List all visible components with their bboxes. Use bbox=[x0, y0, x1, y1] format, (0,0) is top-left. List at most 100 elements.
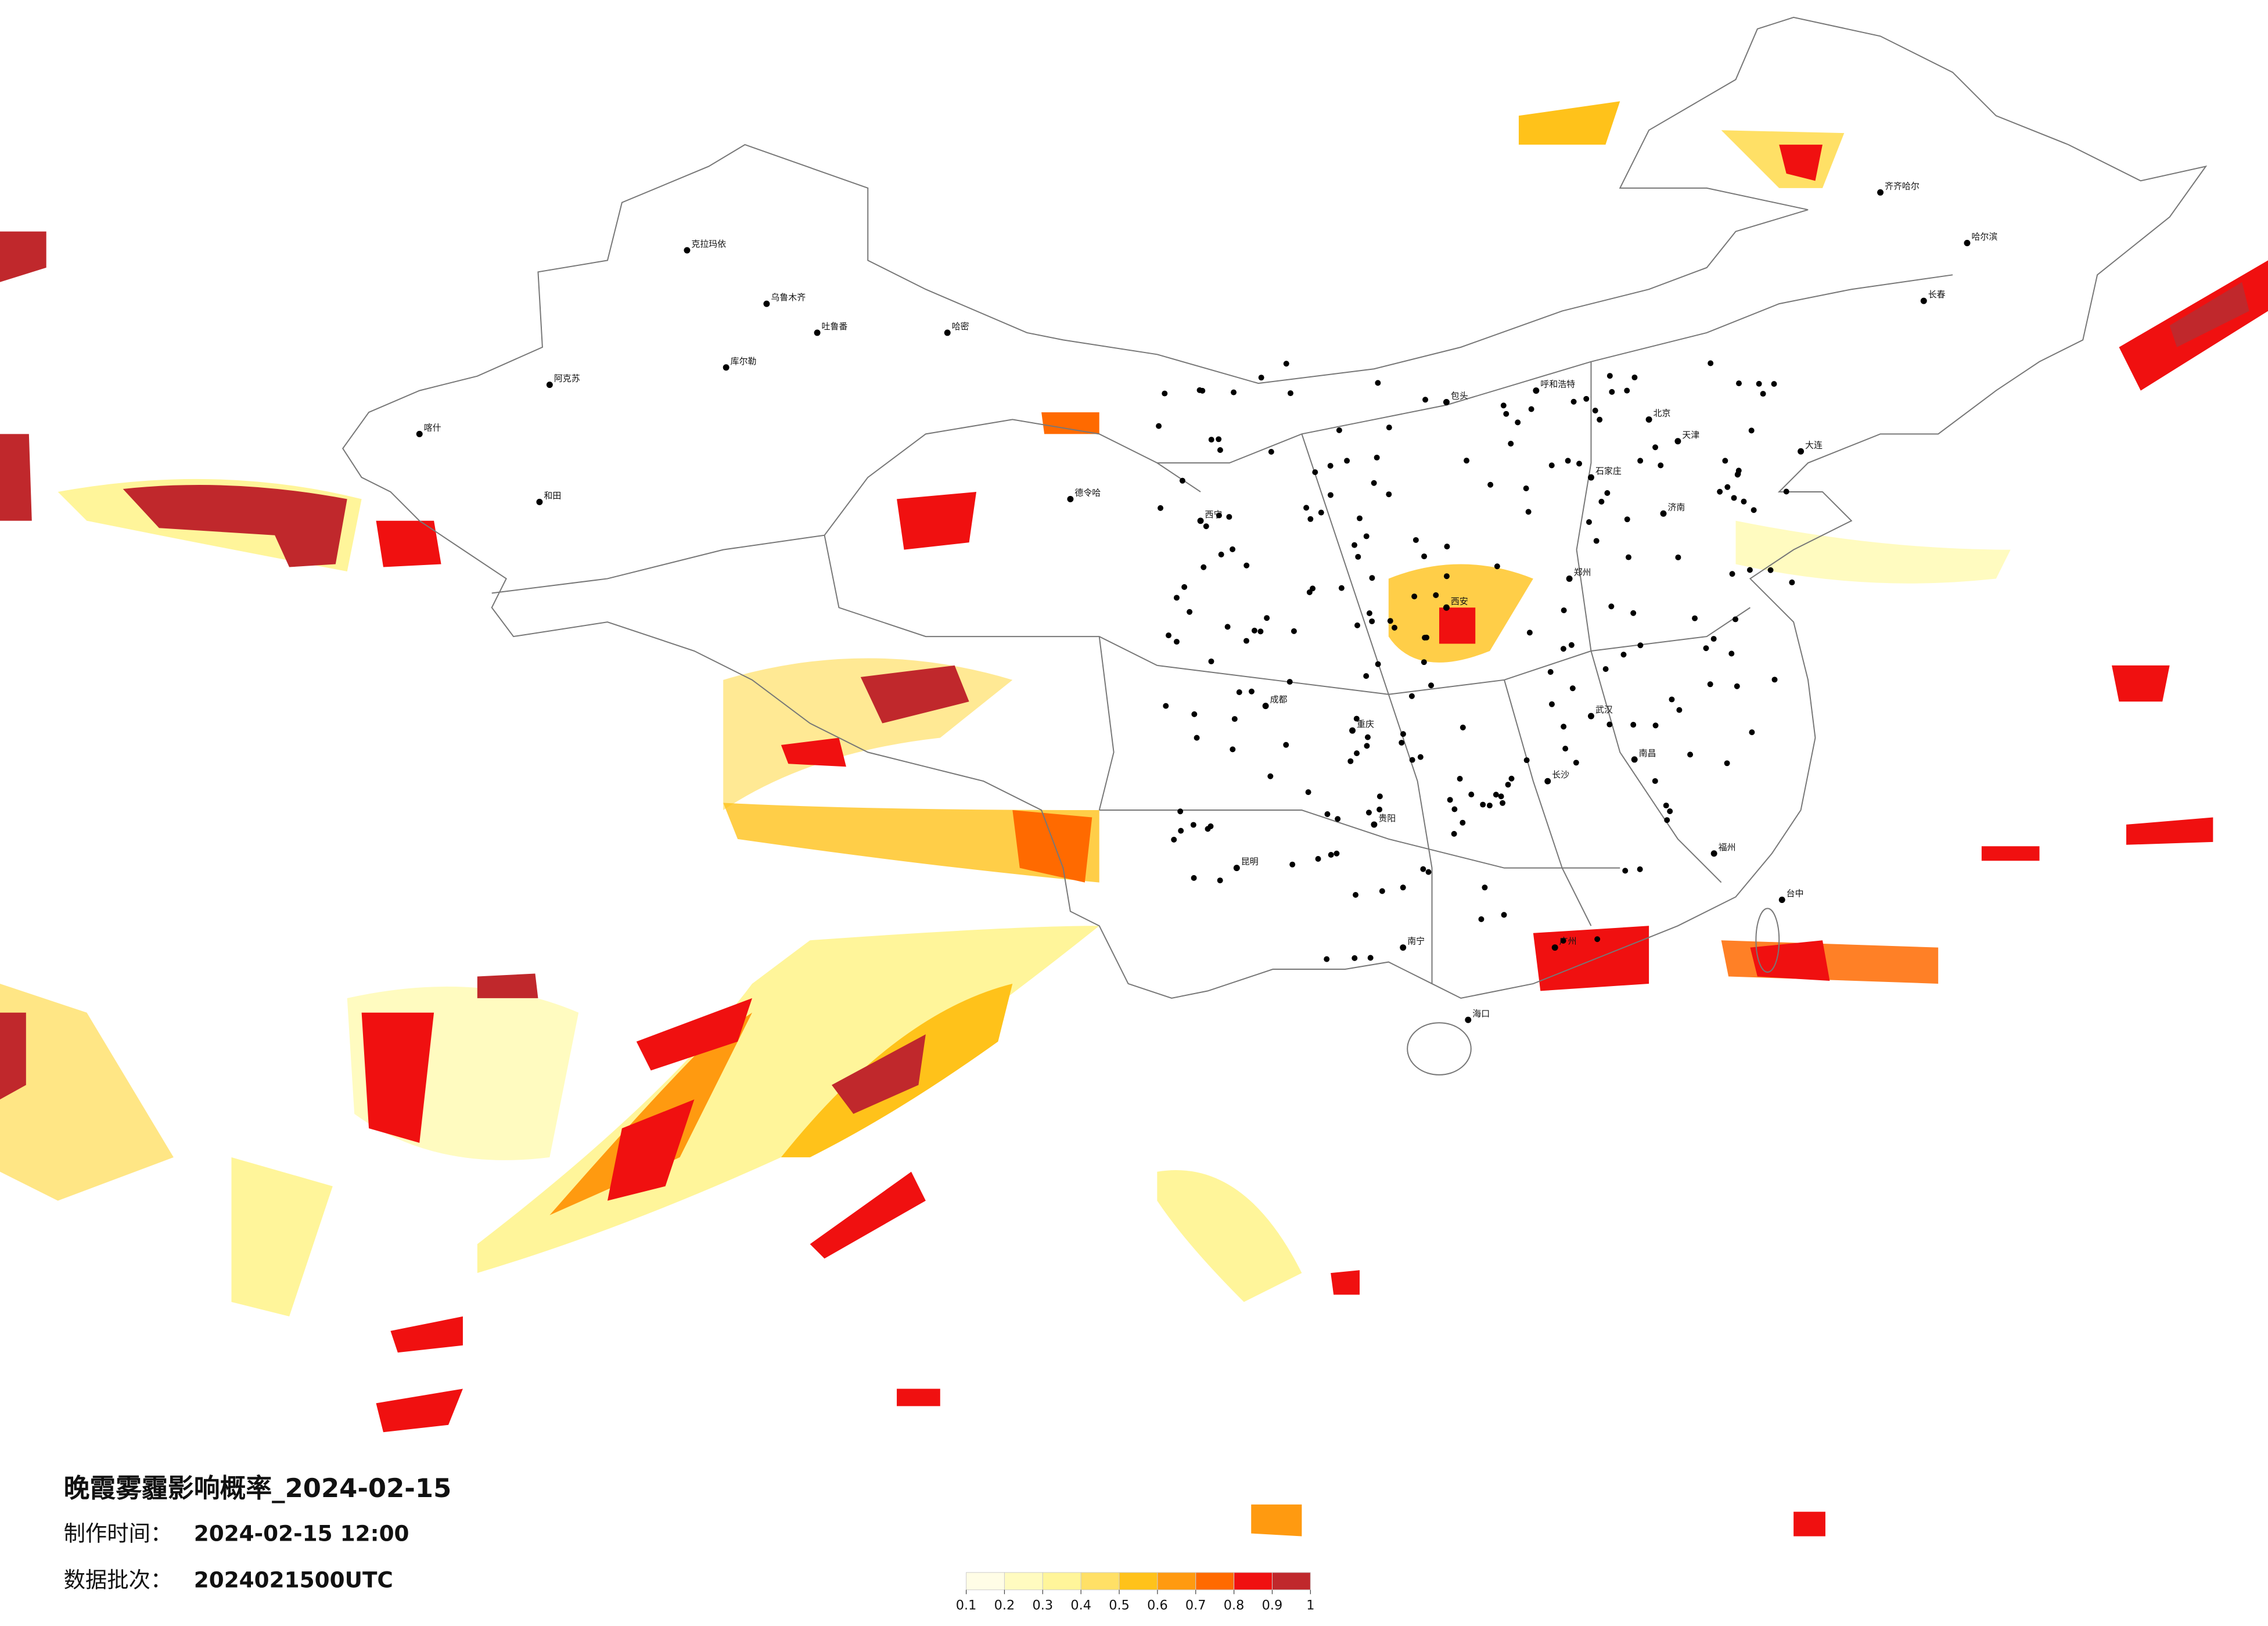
city-label: 哈密 bbox=[952, 321, 969, 332]
station-dot bbox=[1258, 375, 1264, 381]
colorbar-tick-label: 0.8 bbox=[1224, 1598, 1245, 1613]
city-label: 西宁 bbox=[1205, 509, 1223, 520]
city-label: 包头 bbox=[1451, 391, 1468, 401]
station-dot bbox=[1379, 888, 1385, 894]
station-dot bbox=[1604, 490, 1611, 496]
batch-label: 数据批次： bbox=[64, 1567, 172, 1592]
station-dot bbox=[1376, 807, 1383, 813]
station-dot bbox=[1179, 477, 1185, 484]
station-dot bbox=[1191, 711, 1198, 717]
station-dot bbox=[1305, 789, 1311, 796]
station-dot bbox=[1637, 866, 1643, 872]
station-dot bbox=[1756, 380, 1762, 387]
station-dot bbox=[1318, 509, 1324, 516]
station-dot bbox=[1734, 683, 1740, 689]
colorbar-box bbox=[1042, 1572, 1081, 1591]
city-dot bbox=[723, 364, 729, 371]
station-dot bbox=[1208, 437, 1214, 443]
city-dot bbox=[1400, 944, 1407, 951]
station-dot bbox=[1526, 629, 1533, 636]
station-dot bbox=[1203, 523, 1209, 530]
station-dot bbox=[1457, 775, 1463, 782]
station-dot bbox=[1729, 571, 1735, 577]
station-dot bbox=[1400, 731, 1406, 737]
station-dot bbox=[1230, 546, 1236, 552]
station-dot bbox=[1728, 650, 1735, 657]
station-dot bbox=[1663, 803, 1669, 809]
station-dot bbox=[1625, 554, 1631, 560]
station-dot bbox=[1703, 645, 1709, 652]
station-dot bbox=[1637, 642, 1644, 649]
city-label: 吐鲁番 bbox=[822, 321, 848, 332]
station-dot bbox=[1505, 782, 1511, 788]
station-dot bbox=[1500, 800, 1506, 806]
station-dot bbox=[1444, 544, 1450, 550]
station-dot bbox=[1400, 884, 1406, 891]
station-dot bbox=[1503, 411, 1509, 417]
colorbar-box bbox=[1195, 1572, 1235, 1591]
station-dot bbox=[1226, 514, 1232, 520]
station-dot bbox=[1573, 760, 1579, 766]
map-title: 晚霞雾霾影响概率_2024-02-15 bbox=[64, 1473, 452, 1503]
station-dot bbox=[1494, 563, 1500, 570]
station-dot bbox=[1771, 381, 1777, 387]
station-dot bbox=[1352, 542, 1358, 548]
station-dot bbox=[1327, 492, 1334, 498]
station-dot bbox=[1565, 458, 1571, 464]
station-dot bbox=[1460, 819, 1466, 826]
station-dot bbox=[1243, 638, 1249, 644]
station-dot bbox=[1216, 436, 1222, 443]
station-dot bbox=[1480, 801, 1486, 808]
station-dot bbox=[1562, 746, 1569, 752]
station-dot bbox=[1208, 658, 1214, 664]
station-dot bbox=[1749, 729, 1755, 735]
station-dot bbox=[1194, 735, 1200, 741]
station-dot bbox=[1576, 461, 1583, 467]
station-dot bbox=[1347, 758, 1354, 764]
station-dot bbox=[1257, 628, 1264, 635]
station-dot bbox=[1528, 406, 1534, 412]
station-dot bbox=[1624, 387, 1630, 394]
city-label: 和田 bbox=[544, 490, 561, 501]
station-dot bbox=[1451, 806, 1458, 812]
city-dot bbox=[1778, 896, 1785, 903]
station-dot bbox=[1421, 659, 1427, 665]
colorbar-box bbox=[1004, 1572, 1043, 1591]
city-dot bbox=[1645, 416, 1652, 423]
station-dot bbox=[1570, 398, 1577, 405]
city-dot bbox=[1631, 756, 1638, 763]
station-dot bbox=[1408, 693, 1415, 699]
station-dot bbox=[1187, 609, 1193, 615]
colorbar-tick-label: 0.3 bbox=[1033, 1598, 1054, 1613]
station-dot bbox=[1652, 778, 1658, 784]
station-dot bbox=[1724, 484, 1731, 490]
colorbar-tick-label: 0.4 bbox=[1070, 1598, 1091, 1613]
station-dot bbox=[1363, 533, 1370, 539]
station-dot bbox=[1386, 491, 1392, 498]
haze-field bbox=[0, 101, 2268, 1537]
station-dot bbox=[1364, 734, 1371, 740]
colorbar: 0.1 0.2 0.3 0.4 0.5 0.6 0.7 0.8 0.9 1 bbox=[956, 1572, 1314, 1613]
city-dot bbox=[1197, 517, 1204, 524]
station-dot bbox=[1177, 808, 1184, 815]
city-dot bbox=[1443, 604, 1450, 611]
city-label: 海口 bbox=[1472, 1008, 1490, 1019]
city-label: 武汉 bbox=[1595, 704, 1613, 715]
station-dot bbox=[1283, 361, 1289, 367]
station-dot bbox=[1369, 575, 1375, 581]
boundaries bbox=[342, 16, 2208, 1075]
station-dot bbox=[1652, 444, 1659, 451]
colorbar-box bbox=[1157, 1572, 1196, 1591]
city-dot bbox=[1660, 510, 1667, 517]
city-dot bbox=[763, 300, 770, 307]
station-dot bbox=[1251, 627, 1257, 634]
station-dot bbox=[1547, 669, 1554, 675]
city-dot bbox=[1587, 713, 1594, 720]
station-dot bbox=[1335, 816, 1341, 822]
city-dot bbox=[1371, 821, 1378, 828]
station-dot bbox=[1367, 955, 1374, 961]
station-dot bbox=[1692, 615, 1698, 621]
city-dot bbox=[416, 430, 423, 437]
